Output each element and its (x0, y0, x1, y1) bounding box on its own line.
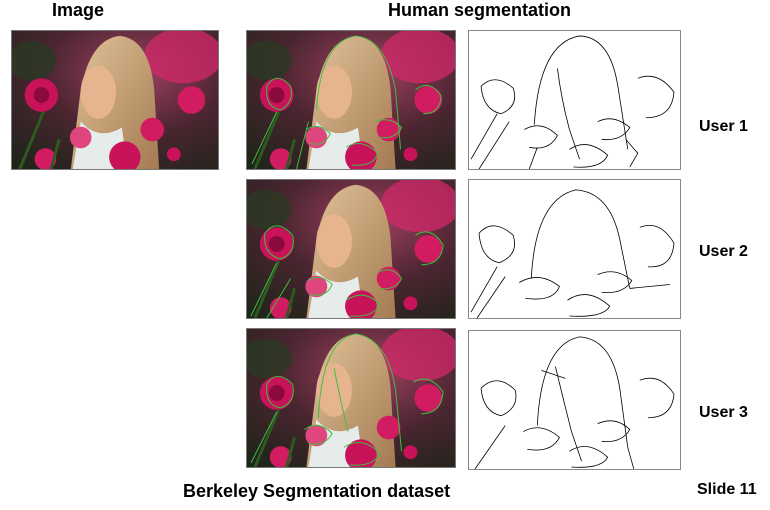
user-label: User 2 (699, 243, 748, 260)
segmentation-outline-user-1 (468, 30, 681, 170)
segmentation-outline-user-3 (468, 330, 681, 470)
segmentation-overlay-photo-user-1 (246, 30, 456, 170)
segmentation-outline-user-2 (468, 179, 681, 319)
image-column-header: Image (52, 0, 105, 20)
dataset-caption: Berkeley Segmentation dataset (183, 481, 451, 501)
slide-number: Slide 11 (697, 481, 757, 498)
user-label: User 1 (699, 118, 748, 135)
original-photo (11, 30, 219, 170)
human-segmentation-header: Human segmentation (388, 0, 572, 20)
segmentation-overlay-photo-user-2 (246, 179, 456, 319)
user-label: User 3 (699, 404, 748, 421)
segmentation-overlay-photo-user-3 (246, 328, 456, 468)
